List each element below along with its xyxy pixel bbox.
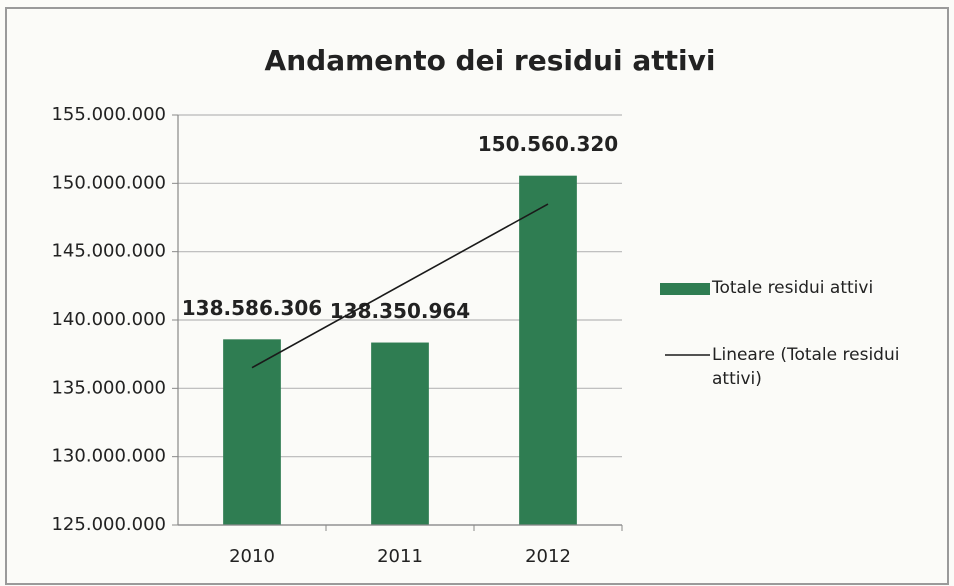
y-tick-label: 140.000.000 [51,309,166,330]
y-tick-label: 130.000.000 [51,446,166,467]
y-tick-label: 155.000.000 [51,104,166,125]
bar [223,339,281,525]
x-tick-label: 2010 [229,546,275,567]
x-tick-label: 2012 [525,546,571,567]
data-label: 150.560.320 [478,132,618,156]
bar [519,175,577,525]
y-tick-label: 135.000.000 [51,377,166,398]
x-tick-label: 2011 [377,546,423,567]
y-tick-label: 125.000.000 [51,514,166,535]
legend-swatch [660,283,710,295]
trendline [251,203,549,369]
data-label: 138.350.964 [330,299,470,323]
y-tick-label: 145.000.000 [51,241,166,262]
chart-border [5,7,949,585]
legend-label: Lineare (Totale residui attivi) [712,345,900,389]
legend-label: Totale residui attivi [712,278,874,298]
bar [371,342,429,525]
data-label: 138.586.306 [182,296,322,320]
y-tick-label: 150.000.000 [51,172,166,193]
chart-title: Andamento dei residui attivi [265,44,716,77]
